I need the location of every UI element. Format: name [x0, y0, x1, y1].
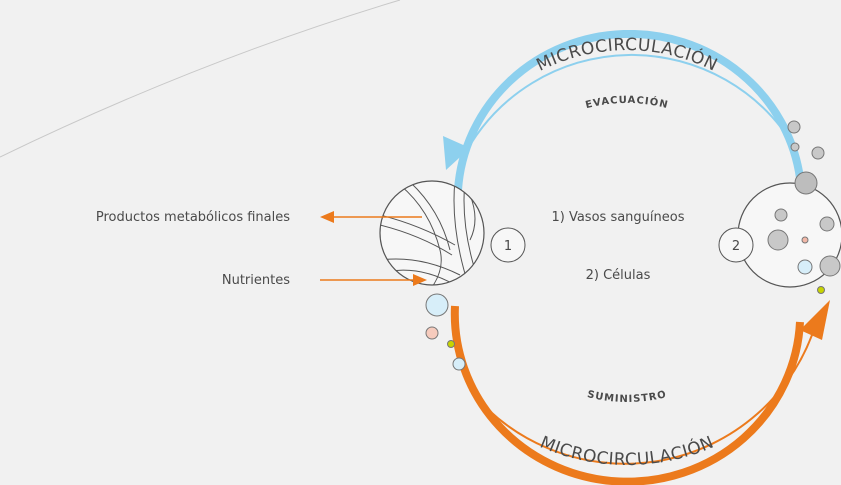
- output-label: Productos metabólicos finales: [96, 210, 290, 225]
- legend-item: 1) Vasos sanguíneos: [551, 210, 684, 225]
- evacuation-arc: [458, 34, 800, 190]
- evacuation-title: EVACUACIÓN: [584, 95, 669, 112]
- bottom-title-path: MICROCIRCULACIÓN: [537, 433, 717, 471]
- arrowhead: [800, 300, 830, 340]
- supply-path: SUMINISTRO: [586, 389, 668, 405]
- supply-title: SUMINISTRO: [586, 389, 668, 405]
- input-label: Nutrientes: [222, 273, 290, 288]
- bottom-title: MICROCIRCULACIÓN: [537, 433, 717, 471]
- arrowhead: [320, 211, 334, 223]
- legend-item: 2) Células: [586, 268, 651, 283]
- diagram: 1 2 Productos metabólicos finales Nutrie…: [0, 0, 841, 485]
- node-label: 2: [732, 239, 740, 254]
- decor-curve: [0, 0, 400, 157]
- evacuation-path: EVACUACIÓN: [584, 95, 669, 112]
- node-label: 1: [504, 239, 512, 254]
